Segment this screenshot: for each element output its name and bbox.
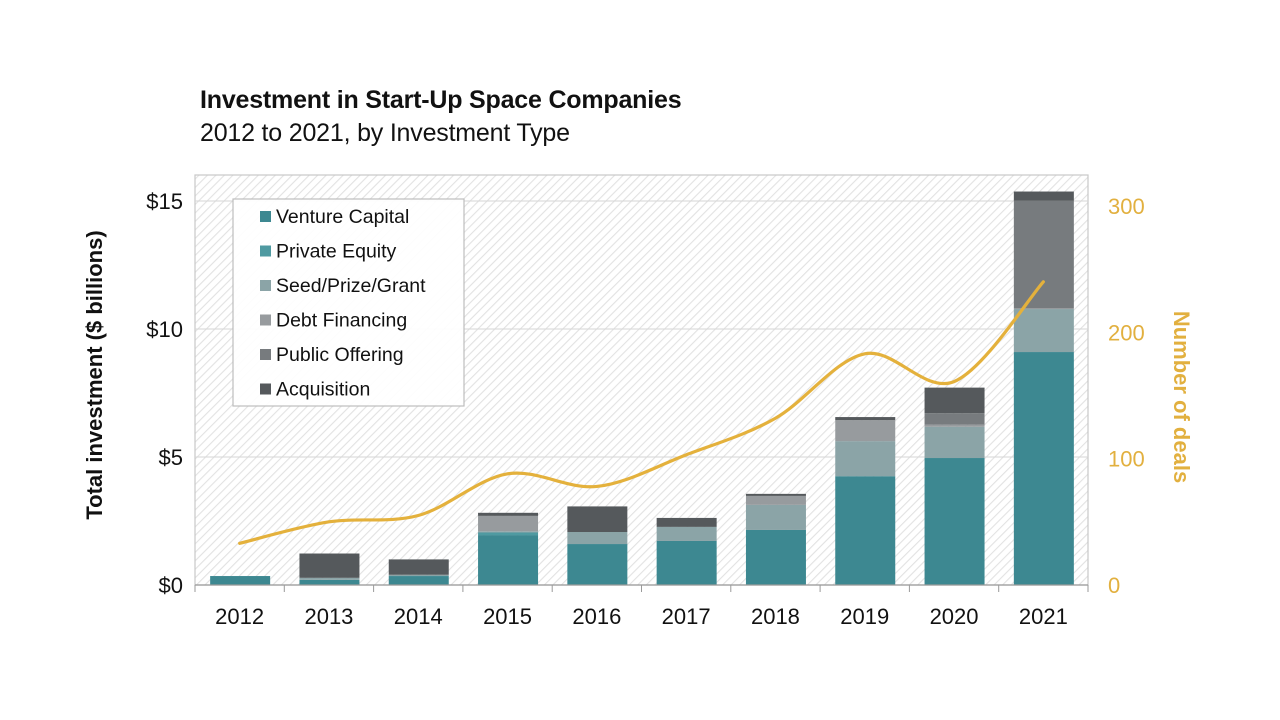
- bar-segment: [567, 532, 628, 545]
- bar-segment: [478, 532, 539, 536]
- legend-label: Venture Capital: [276, 206, 409, 228]
- legend-swatch: [260, 211, 271, 222]
- x-axis: 2012 2013 2014 2015 2016 2017 2018 2019 2020 2021: [194, 584, 1089, 629]
- bar-stack-2014: [388, 559, 449, 585]
- bar-segment: [745, 493, 806, 496]
- legend-label: Debt Financing: [276, 310, 407, 332]
- y2-tick-label: 200: [1108, 320, 1145, 345]
- y-tick-label: $0: [159, 573, 183, 598]
- bar-segment: [1013, 308, 1074, 310]
- bar-segment: [745, 495, 806, 505]
- bar-segment: [745, 529, 806, 585]
- bar-segment: [299, 579, 360, 585]
- x-tick-label: 2017: [662, 604, 711, 629]
- bar-segment: [835, 476, 896, 585]
- bar-segment: [299, 577, 360, 580]
- bar-stack-2013: [299, 553, 360, 585]
- bar-segment: [567, 544, 628, 585]
- legend-item: Seed/Prize/Grant: [260, 275, 426, 297]
- legend-swatch: [260, 383, 271, 395]
- x-tick-label: 2014: [394, 604, 443, 629]
- y-axis-label: Total investment ($ billions): [82, 230, 107, 519]
- bar-segment: [478, 512, 539, 516]
- legend-label: Acquisition: [276, 379, 370, 401]
- bar-segment: [835, 420, 896, 442]
- y-axis-left: $0 $5 $10 $15: [146, 189, 183, 598]
- y-tick-label: $15: [146, 189, 183, 214]
- y-axis-right: 0 100 200 300: [1108, 194, 1145, 598]
- bar-segment: [1013, 352, 1074, 585]
- y-tick-label: $10: [146, 317, 183, 342]
- bar-segment: [1013, 191, 1074, 201]
- bar-stack-2017: [656, 517, 717, 585]
- bar-segment: [478, 535, 539, 585]
- bar-stack-2016: [567, 506, 628, 585]
- x-tick-label: 2019: [840, 604, 889, 629]
- y2-tick-label: 100: [1108, 447, 1145, 472]
- legend-swatch: [260, 349, 271, 360]
- bar-segment: [210, 576, 271, 585]
- x-tick-label: 2015: [483, 604, 532, 629]
- bar-segment: [924, 387, 985, 414]
- x-tick-label: 2016: [572, 604, 621, 629]
- bar-segment: [567, 506, 628, 533]
- bar-stack-2019: [835, 417, 896, 585]
- bar-segment: [656, 540, 717, 585]
- y2-axis-label: Number of deals: [1169, 311, 1194, 483]
- legend-swatch: [260, 314, 271, 326]
- x-tick-label: 2012: [215, 604, 264, 629]
- x-tick-label: 2021: [1019, 604, 1068, 629]
- legend-item: Acquisition: [260, 379, 370, 401]
- x-tick-label: 2020: [930, 604, 979, 629]
- bar-segment: [924, 413, 985, 425]
- bar-segment: [388, 574, 449, 577]
- y2-tick-label: 0: [1108, 573, 1120, 598]
- bar-segment: [745, 504, 806, 530]
- legend-item: Venture Capital: [260, 206, 409, 228]
- bar-segment: [388, 576, 449, 585]
- bar-stack-2018: [745, 493, 806, 585]
- bar-stack-2020: [924, 387, 985, 585]
- bar-segment: [478, 531, 539, 533]
- bar-segment: [835, 417, 896, 421]
- legend-swatch: [260, 245, 271, 257]
- legend-item: Private Equity: [260, 241, 397, 263]
- bar-segment: [656, 526, 717, 541]
- bar-segment: [924, 424, 985, 427]
- bars-group: [210, 191, 1074, 585]
- bar-segment: [835, 441, 896, 477]
- legend-label: Public Offering: [276, 344, 404, 366]
- chart-title: Investment in Start-Up Space Companies: [200, 86, 682, 114]
- bar-segment: [656, 517, 717, 527]
- bar-segment: [299, 553, 360, 578]
- legend-item: Debt Financing: [260, 310, 407, 332]
- chart-subtitle: 2012 to 2021, by Investment Type: [200, 119, 570, 147]
- bar-segment: [478, 515, 539, 532]
- bar-segment: [1013, 309, 1074, 353]
- bar-segment: [1013, 200, 1074, 309]
- bar-stack-2015: [478, 512, 539, 585]
- bar-segment: [388, 559, 449, 575]
- bar-segment: [924, 426, 985, 459]
- bar-stack-2012: [210, 576, 271, 585]
- legend-swatch: [260, 280, 271, 291]
- legend: Venture Capital Private Equity Seed/Prize/…: [232, 198, 465, 407]
- legend-label: Private Equity: [276, 241, 397, 263]
- bar-segment: [924, 458, 985, 585]
- x-tick-label: 2018: [751, 604, 800, 629]
- legend-item: Public Offering: [260, 344, 404, 366]
- deals-line: [238, 280, 1045, 545]
- legend-label: Seed/Prize/Grant: [276, 275, 426, 297]
- bar-stack-2021: [1013, 191, 1074, 585]
- x-tick-label: 2013: [304, 604, 353, 629]
- y-tick-label: $5: [159, 445, 183, 470]
- y2-tick-label: 300: [1108, 194, 1145, 219]
- legend-box: [232, 198, 465, 407]
